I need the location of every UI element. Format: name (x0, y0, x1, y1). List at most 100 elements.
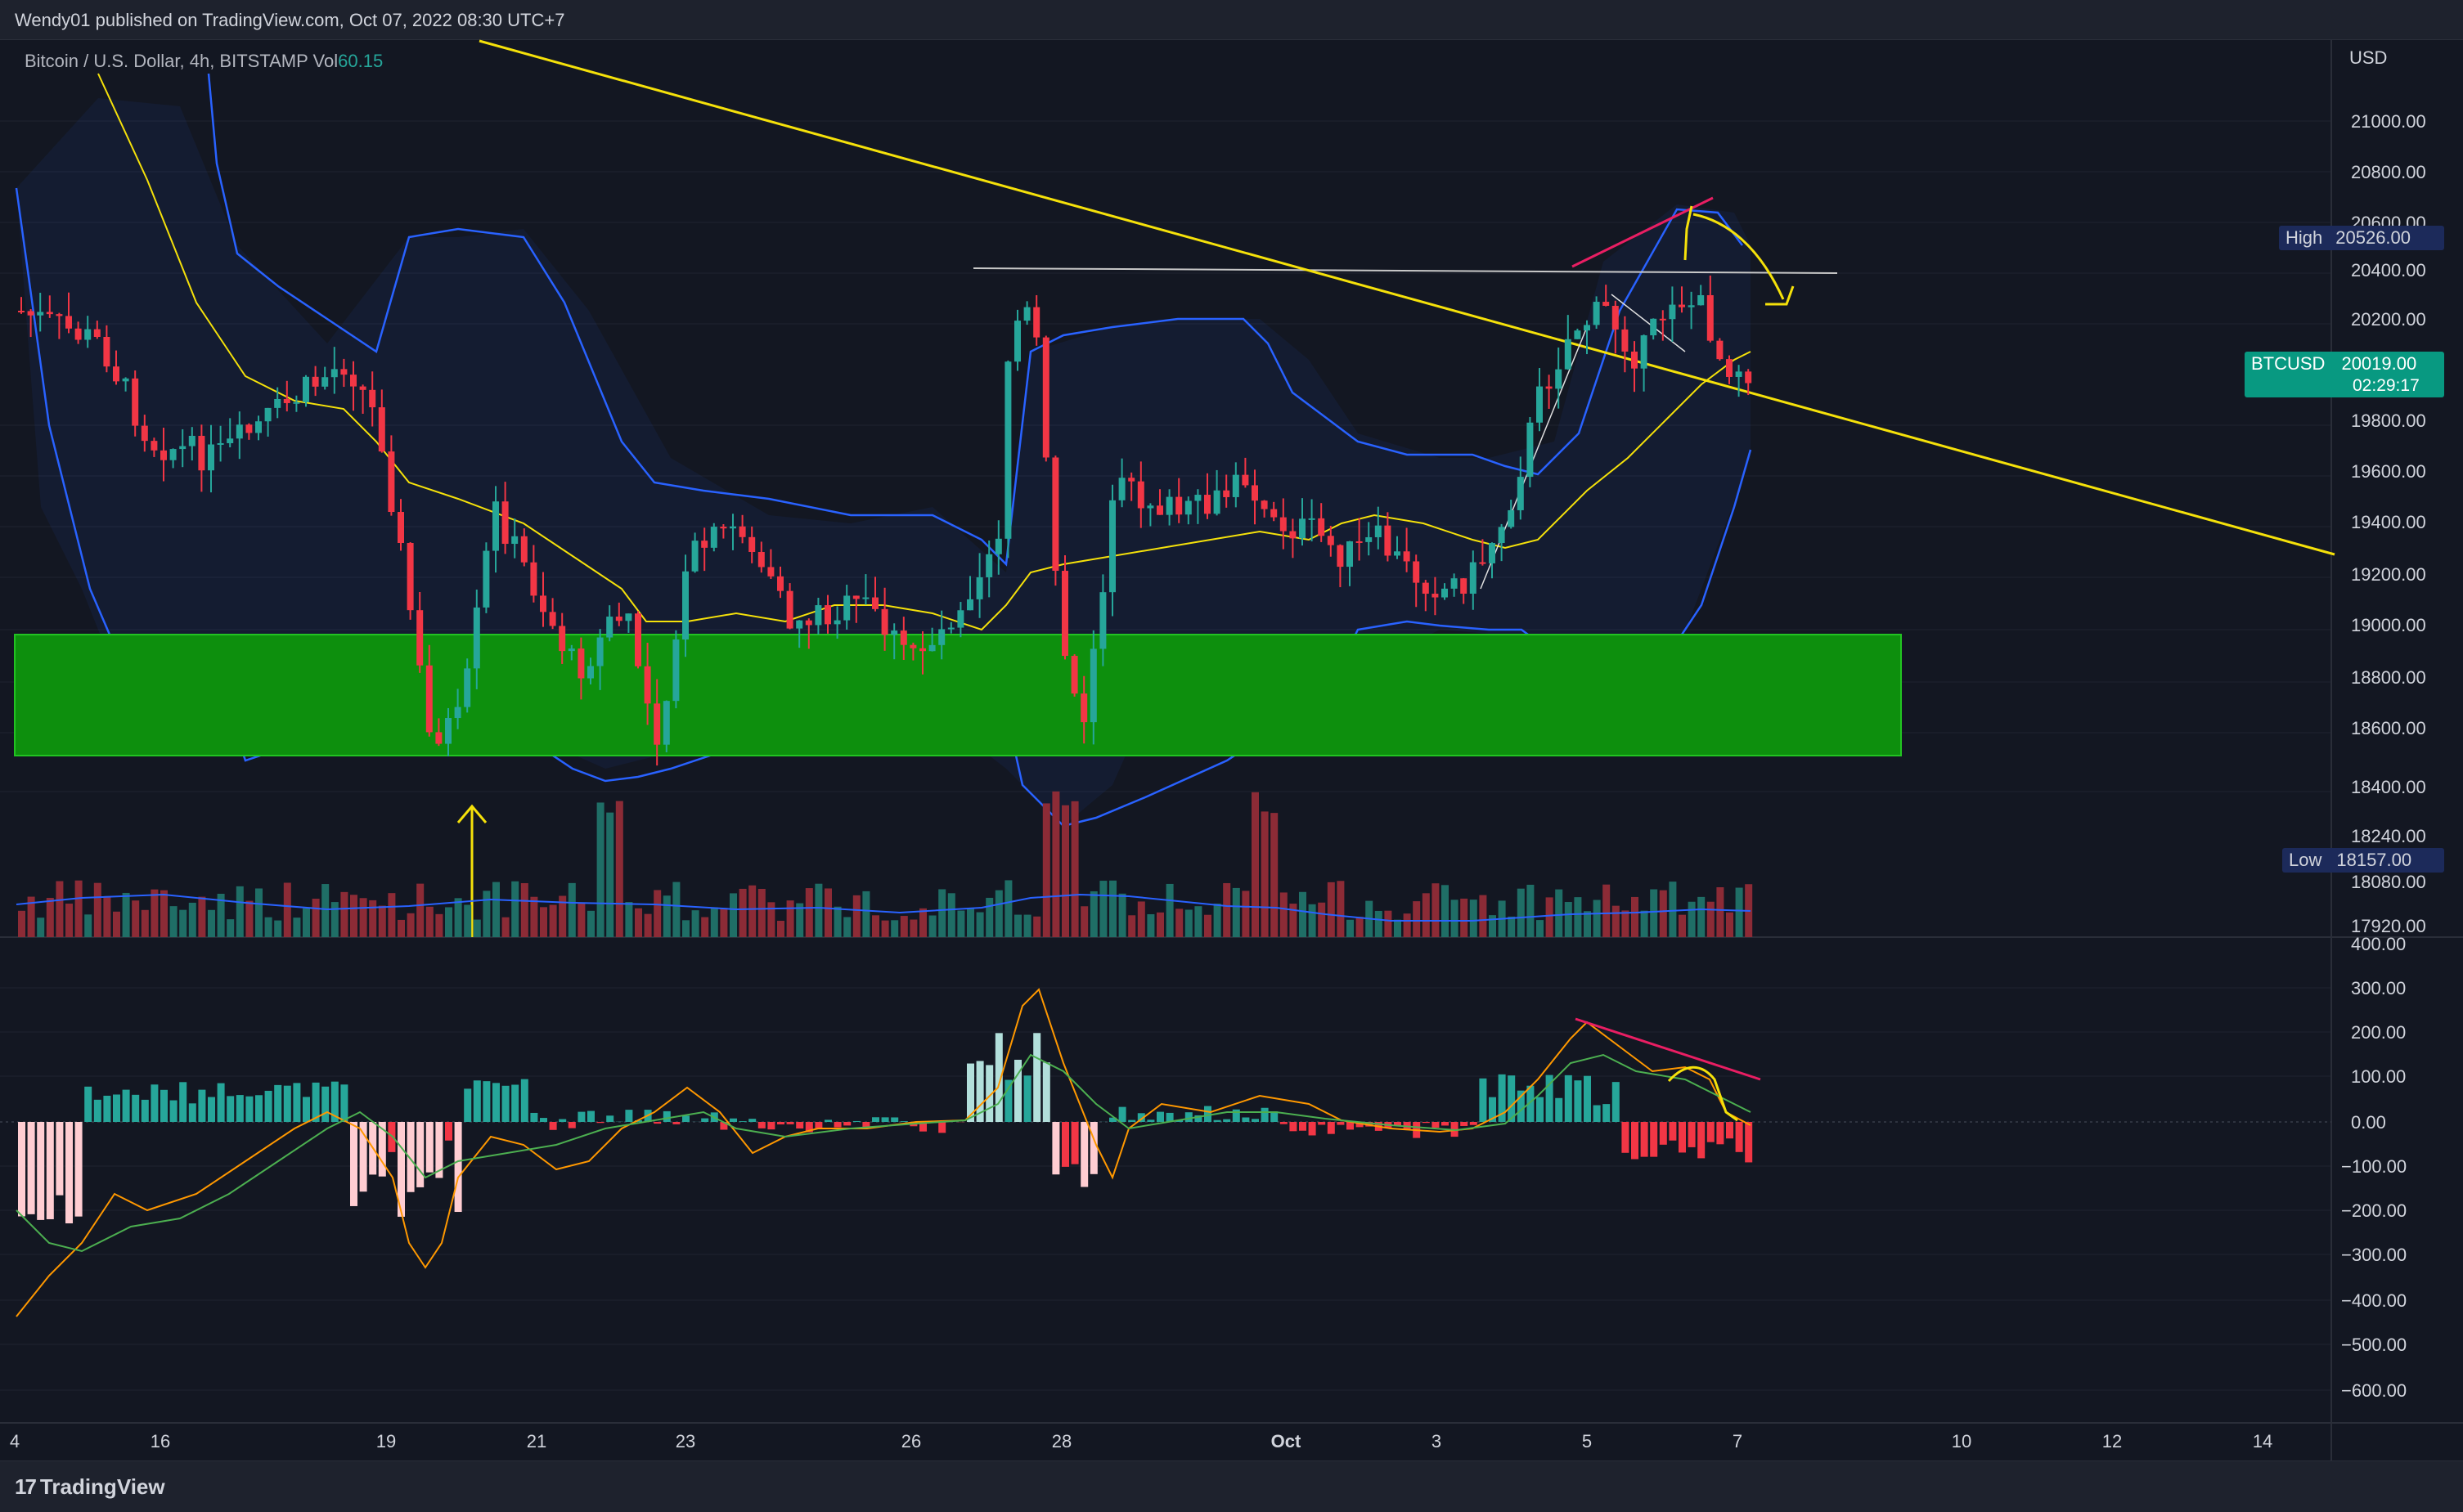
candle-body (1157, 505, 1163, 514)
volume-bar (910, 920, 917, 937)
volume-bar (1119, 894, 1126, 937)
volume-bar (1394, 920, 1401, 937)
macd-histogram-bar (1005, 1080, 1012, 1122)
candle-body (692, 541, 699, 572)
macd-divergence-line[interactable] (1575, 1019, 1760, 1079)
volume-bar (1508, 917, 1515, 937)
volume-bar (1650, 889, 1657, 937)
currency-label: USD (2349, 47, 2387, 68)
candle-body (321, 377, 328, 387)
candle-body (103, 337, 110, 366)
candle-body (160, 451, 167, 460)
macd-histogram-bar (796, 1122, 803, 1128)
volume-bar (1109, 881, 1117, 937)
candle-body (540, 595, 546, 612)
macd-histogram-bar (265, 1091, 272, 1122)
volume-bar (806, 888, 813, 937)
yellow-up-arrow-icon[interactable] (458, 806, 486, 937)
volume-bar (1660, 891, 1667, 937)
candle-body (331, 369, 338, 377)
candle-body (1337, 545, 1343, 567)
candle-body (1499, 527, 1505, 543)
volume-bar (1612, 906, 1620, 937)
candle-body (645, 666, 651, 704)
candle-body (1489, 543, 1495, 563)
support-zone[interactable] (15, 635, 1901, 756)
btc-price: 20019.00 (2341, 353, 2416, 375)
candle-body (1593, 302, 1600, 325)
candle-body (1204, 495, 1211, 514)
macd-histogram-bar (65, 1122, 73, 1223)
macd-histogram-bar (587, 1111, 595, 1122)
volume-bar (1441, 885, 1449, 937)
macd-tick: −300.00 (2341, 1245, 2407, 1265)
candle-body (47, 312, 53, 314)
candle-body (872, 598, 879, 609)
macd-histogram-bar (663, 1111, 671, 1122)
time-axis[interactable]: 4 16 19 21 23 26 28 Oct 3 5 7 10 12 14 (10, 1431, 2272, 1451)
volume-bar (303, 909, 310, 937)
volume-bar (56, 882, 63, 937)
chart-canvas[interactable]: USD 21000.00 20800.00 20600.00 20400.00 … (0, 39, 2463, 1462)
volume-bar (1062, 805, 1069, 937)
macd-histogram-bar (701, 1119, 708, 1122)
macd-histogram-bar (540, 1118, 547, 1122)
volume-bar (284, 882, 291, 937)
volume-bar (1214, 904, 1221, 937)
volume-bar (1052, 792, 1059, 937)
volume-bar (464, 904, 471, 937)
macd-histogram-bar (1252, 1119, 1259, 1122)
candle-body (208, 445, 214, 471)
macd-histogram-bar (274, 1085, 281, 1122)
candle-body (977, 577, 983, 599)
volume-bar (901, 916, 908, 937)
price-tick: 21000.00 (2351, 111, 2426, 132)
macd-histogram-bar (1242, 1117, 1249, 1122)
macd-histogram-bar (94, 1100, 101, 1122)
volume-bar (1223, 883, 1230, 937)
volume-bar (815, 884, 822, 937)
time-tick: 21 (527, 1431, 546, 1451)
candle-body (996, 539, 1002, 554)
volume-bar (1526, 885, 1534, 937)
candle-body (901, 630, 907, 645)
price-axis[interactable]: USD 21000.00 20800.00 20600.00 20400.00 … (2349, 47, 2426, 936)
volume-bar (1707, 902, 1715, 937)
price-tick: 18600.00 (2351, 718, 2426, 738)
candle-body (388, 451, 394, 512)
macd-histogram-bar (872, 1117, 879, 1122)
macd-histogram-bar (1147, 1119, 1154, 1122)
volume-bar (1204, 915, 1211, 937)
candle-body (796, 621, 802, 629)
volume-bar (1185, 909, 1193, 937)
candle-body (1697, 295, 1704, 305)
candle-body (303, 377, 309, 402)
candle-body (606, 617, 613, 638)
volume-bar (645, 914, 652, 937)
candle-body (891, 630, 897, 635)
candle-body (142, 426, 148, 442)
macd-histogram-bar (758, 1122, 766, 1128)
candle-body (511, 536, 518, 544)
volume-bar (654, 890, 661, 937)
macd-histogram-bar (1612, 1082, 1620, 1122)
candle-body (132, 379, 138, 426)
candle-body (1460, 578, 1467, 594)
candle-body (426, 666, 433, 733)
candle-body (663, 701, 670, 745)
candle-body (825, 605, 831, 624)
volume-bar (550, 904, 557, 937)
volume-bar (834, 907, 842, 937)
tradingview-icon: 17 (15, 1474, 35, 1499)
candle-body (1404, 551, 1410, 561)
candle-body (986, 554, 992, 577)
macd-axis[interactable]: 400.00 300.00 200.00 100.00 0.00 −100.00… (2341, 934, 2407, 1401)
macd-histogram-bar (748, 1119, 756, 1122)
volume-bar (1404, 913, 1411, 937)
macd-histogram-bar (303, 1097, 310, 1122)
volume-bar (132, 900, 139, 937)
